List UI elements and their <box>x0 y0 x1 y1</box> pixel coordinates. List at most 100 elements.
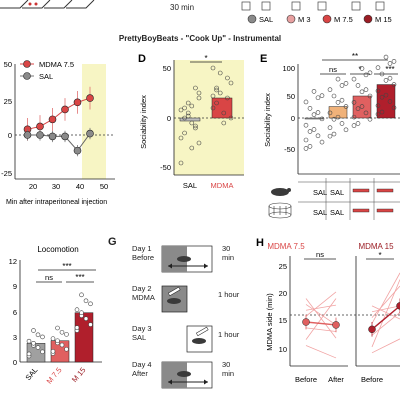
f-dot <box>50 349 56 354</box>
d-dot <box>225 95 230 101</box>
cage-icon <box>268 202 292 219</box>
d-xtick: SAL <box>183 181 197 190</box>
e-dot <box>303 99 309 105</box>
h-point <box>368 325 376 334</box>
f-bar <box>26 343 46 363</box>
g-step-label: Day 3 SAL <box>132 324 152 342</box>
e-dot <box>339 83 345 88</box>
protocol-step-day4 <box>161 361 213 389</box>
e-sig-top: ** <box>352 52 358 61</box>
c-point <box>48 115 57 124</box>
e-dot <box>383 78 389 83</box>
d-dot <box>193 85 198 91</box>
e-dot <box>387 75 393 81</box>
e-dot <box>351 114 357 120</box>
e-row1-cell: SAL <box>330 188 344 197</box>
h-point <box>302 318 310 326</box>
e-dot <box>335 76 341 82</box>
e-dot <box>363 110 369 116</box>
d-dot <box>189 120 195 126</box>
f-ytick: 0 <box>13 358 17 367</box>
h-subject-line <box>305 291 337 317</box>
e-row1-cell: SAL <box>313 188 327 197</box>
mouse-icon <box>177 371 191 377</box>
e-dot <box>375 103 381 108</box>
d-dot <box>193 125 198 131</box>
d-dot <box>196 95 202 101</box>
f-dot <box>50 336 56 341</box>
e-dot <box>379 109 385 115</box>
syringe-icon <box>195 326 209 337</box>
c-point <box>61 105 69 114</box>
e-dot <box>363 72 369 78</box>
f-sig-ns: ns <box>45 273 53 282</box>
mouse-icon <box>177 256 191 262</box>
e-dot <box>303 122 309 128</box>
e-dot <box>383 54 389 60</box>
e-dot <box>391 82 397 87</box>
e-dot <box>367 70 373 76</box>
f-dot <box>40 334 45 340</box>
e-dot <box>355 121 361 126</box>
panel-h: H MDMA 7.5 MDMA 15 MDMA side (min) 25 20… <box>256 237 400 384</box>
e-bar <box>376 84 396 119</box>
panel-letter-e: E <box>260 53 267 65</box>
h-subject-line <box>305 298 337 339</box>
d-bar <box>179 117 201 122</box>
e-row2-cell: SAL <box>313 208 327 217</box>
panel-c: 50 25 0 -25 20 30 40 50 Min after intrap… <box>1 60 115 206</box>
f-dot <box>64 346 69 352</box>
top-time-label: 30 min <box>170 3 194 12</box>
legend-sal: SAL <box>259 15 273 24</box>
h-subject-line <box>305 298 337 340</box>
d-dot <box>185 113 191 119</box>
f-dot <box>64 332 69 337</box>
h-subject-line <box>371 272 400 324</box>
d-ytick: 50 <box>163 64 171 73</box>
mouse-icon <box>192 338 206 344</box>
e-dot <box>311 127 317 132</box>
protocol-step-day3 <box>186 325 213 353</box>
f-ytick: 3 <box>13 333 17 342</box>
e-bar <box>304 117 324 120</box>
d-dot <box>185 100 191 106</box>
d-dot <box>228 80 234 86</box>
c-point <box>61 132 69 141</box>
e-dot <box>391 105 397 111</box>
c-point <box>86 94 94 102</box>
e-dot <box>327 110 333 116</box>
panel-letter-h: H <box>256 237 264 249</box>
h-xtick: Before <box>295 375 317 384</box>
e-dot <box>331 93 337 99</box>
e-dot <box>303 137 309 143</box>
h-left-sig: ns <box>316 250 324 259</box>
h-subject-line <box>371 338 400 354</box>
h-point <box>332 321 340 329</box>
e-ytick: 50 <box>287 92 295 101</box>
d-ytick: -50 <box>160 163 171 172</box>
g-step-label: Day 1 Before <box>132 244 155 262</box>
e-dot <box>379 94 385 100</box>
e-dot <box>351 123 357 128</box>
h-point <box>396 302 400 310</box>
e-dot <box>311 112 317 117</box>
c-point <box>23 131 32 139</box>
e-dot <box>375 65 381 70</box>
e-dot <box>303 146 309 151</box>
e-dot <box>335 100 341 105</box>
e-dot <box>315 110 321 115</box>
e-dot <box>343 104 349 109</box>
e-dot <box>327 133 333 139</box>
d-dot <box>217 70 223 76</box>
e-dot <box>319 116 325 122</box>
video-caption: PrettyBoyBeats - "Cook Up" - Instrumenta… <box>118 34 282 43</box>
f-dot <box>59 329 65 335</box>
e-dot <box>363 87 369 92</box>
g-step-time: 1 hour <box>218 290 240 299</box>
d-dot <box>221 120 227 126</box>
c-point <box>48 132 57 141</box>
e-ytick: 0 <box>291 114 295 123</box>
legend-m75: M 7.5 <box>334 15 353 24</box>
e-sig-right: *** <box>385 65 394 74</box>
e-dot <box>359 89 365 95</box>
